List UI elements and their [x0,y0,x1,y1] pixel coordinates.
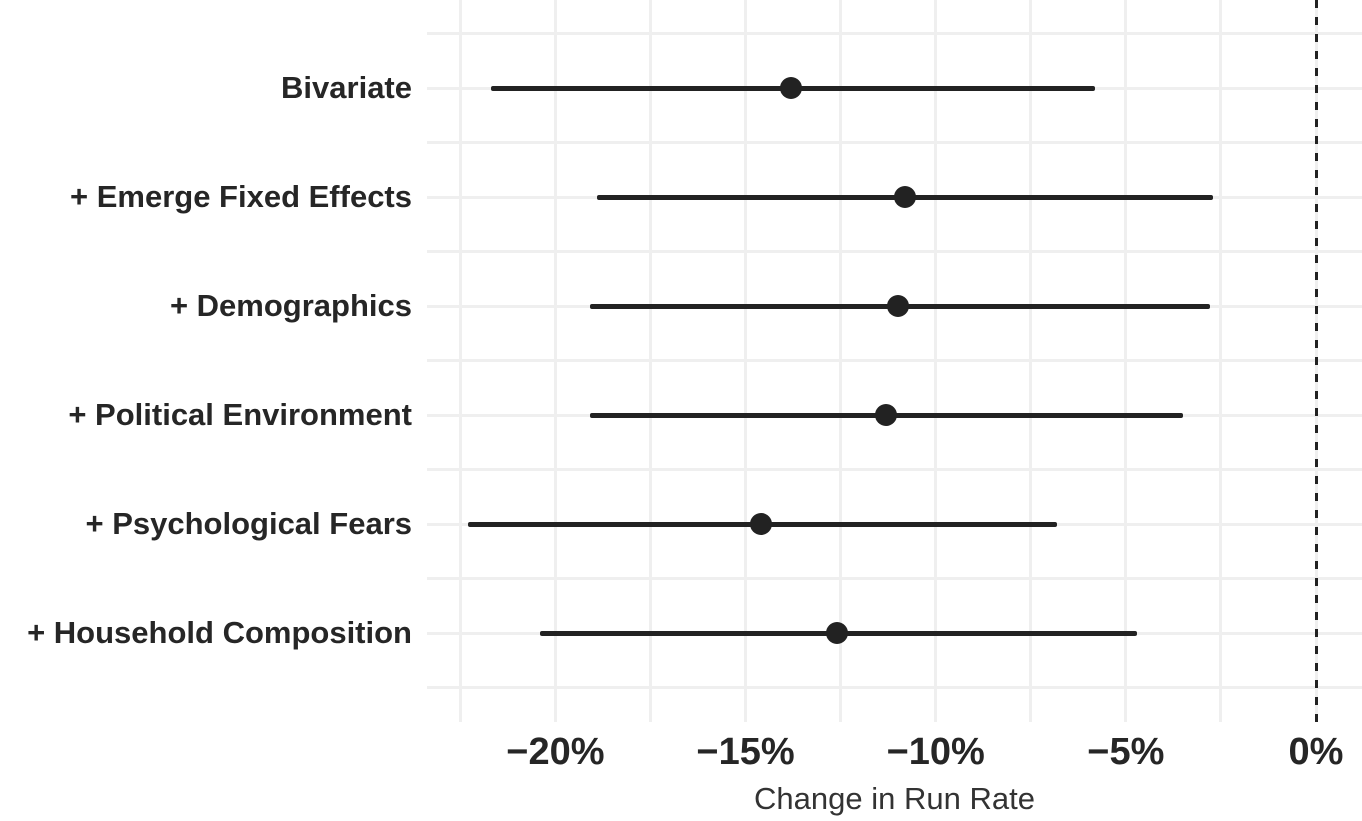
point-estimate [749,513,772,535]
horizontal-gridline [427,359,1362,362]
horizontal-gridline [427,141,1362,144]
category-label: + Household Composition [27,615,412,650]
x-axis-title: Change in Run Rate [754,781,1035,816]
horizontal-gridline [427,250,1362,253]
category-label: + Demographics [169,288,412,323]
point-estimate [825,622,848,644]
x-tick-label: 0% [1288,731,1344,773]
x-tick-label: −10% [886,731,985,773]
x-tick-label: −15% [696,731,795,773]
category-label: + Emerge Fixed Effects [70,179,412,214]
point-estimate [894,186,917,208]
point-estimate [780,77,803,99]
x-tick-label: −5% [1087,731,1165,773]
horizontal-gridline [427,577,1362,580]
x-tick-label: −20% [506,731,605,773]
horizontal-gridline [427,468,1362,471]
point-estimate [886,295,909,317]
horizontal-gridline [427,32,1362,35]
category-label: + Political Environment [68,397,412,432]
horizontal-gridline [427,686,1362,689]
category-label: + Psychological Fears [85,506,412,541]
point-estimate [875,404,898,426]
zero-reference-line [1314,0,1318,722]
category-label: Bivariate [281,70,412,105]
